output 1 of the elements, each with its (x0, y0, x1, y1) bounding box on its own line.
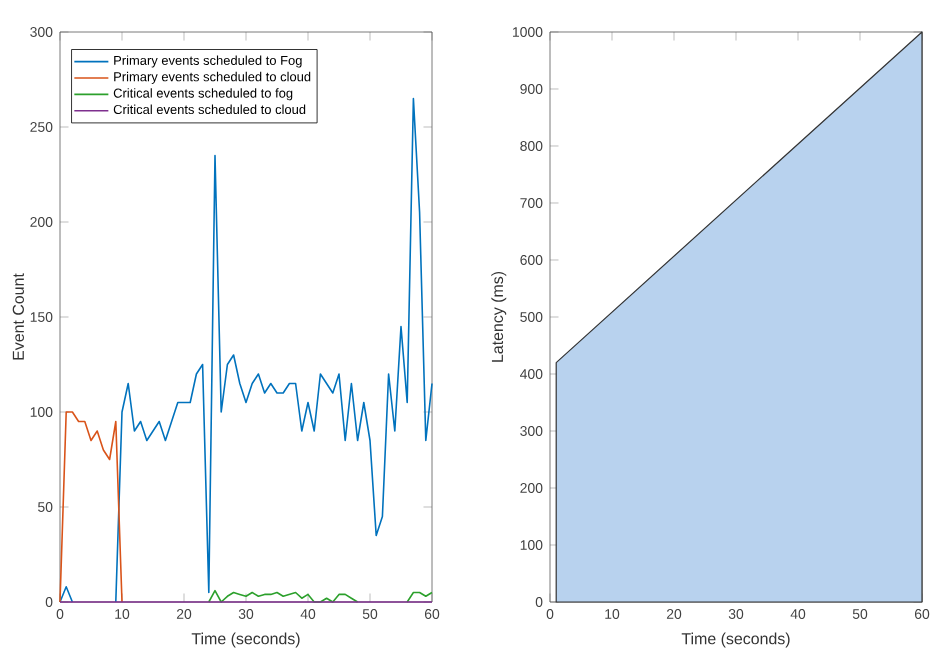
line-series (59, 411, 123, 603)
